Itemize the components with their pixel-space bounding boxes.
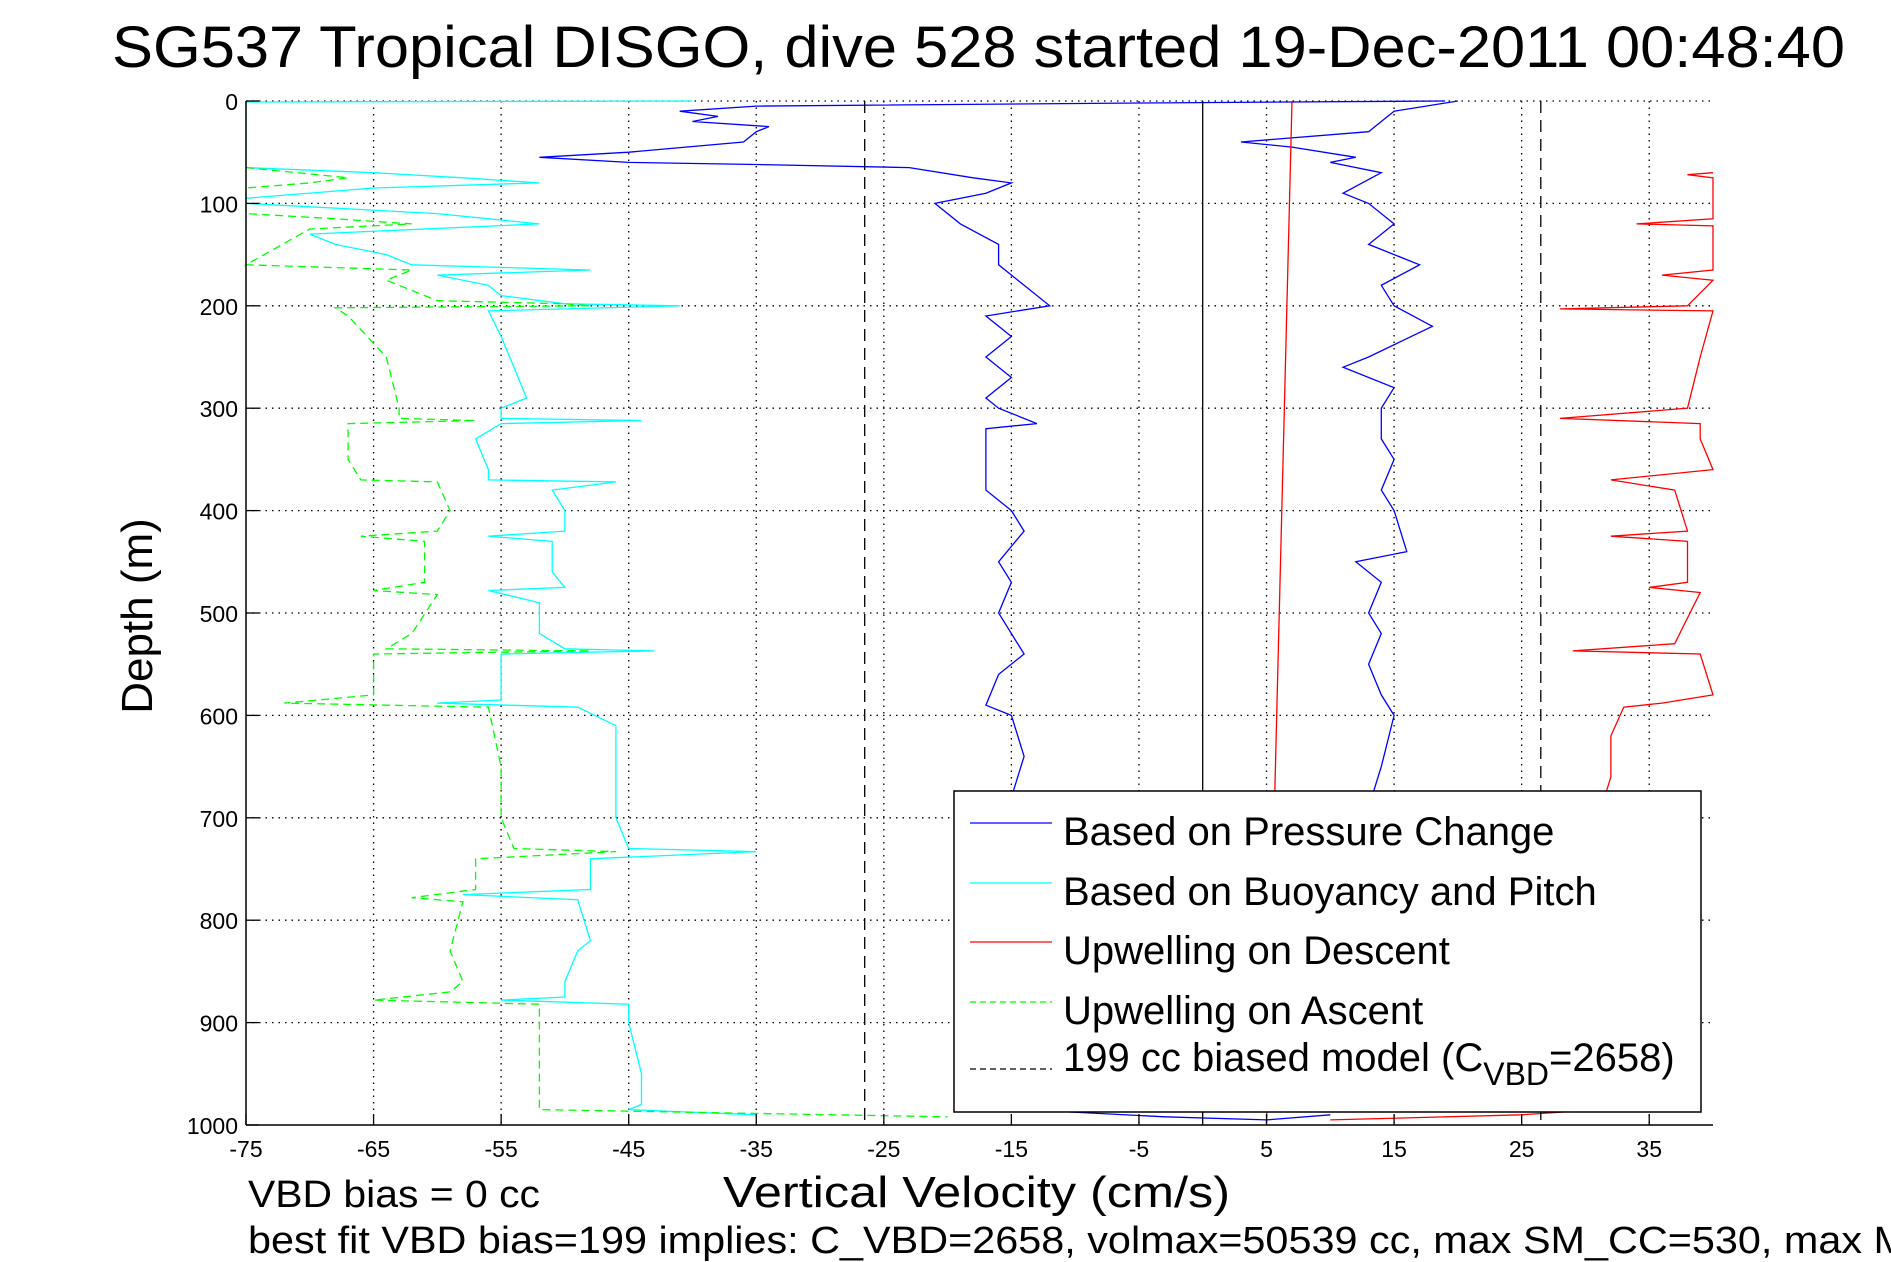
y-tick-label: 300 xyxy=(200,396,238,422)
legend-label-upwelling-ascent: Upwelling on Ascent xyxy=(1063,989,1423,1033)
axes: -75 -65 -55 -45 -35 -25 -15 -5 5 15 25 350100200300… xyxy=(187,89,1713,1162)
y-tick-label: 1000 xyxy=(187,1113,238,1139)
y-tick-label: 800 xyxy=(200,908,238,934)
x-tick-label: 35 xyxy=(1636,1136,1662,1162)
legend-label-pressure: Based on Pressure Change xyxy=(1063,810,1554,854)
y-tick-label: 200 xyxy=(200,294,238,320)
y-tick-label: 700 xyxy=(200,806,238,832)
x-tick-label: -45 xyxy=(612,1136,645,1162)
x-tick-label: -55 xyxy=(485,1136,518,1162)
x-tick-label: -75 xyxy=(229,1136,262,1162)
chart-title: SG537 Tropical DISGO, dive 528 started 1… xyxy=(112,15,1845,80)
series-based-on-pressure-change-ascent- xyxy=(1240,100,1459,880)
x-axis-label: Vertical Velocity (cm/s) xyxy=(723,1168,1230,1217)
y-tick-label: 900 xyxy=(200,1011,238,1037)
vbd-bias-annotation: VBD bias = 0 cc xyxy=(248,1174,540,1216)
x-tick-label: -15 xyxy=(995,1136,1028,1162)
x-tick-label: 5 xyxy=(1260,1136,1273,1162)
legend-box xyxy=(953,790,1702,1113)
y-tick-label: 0 xyxy=(225,89,238,115)
series-based-on-pressure-change-descent- xyxy=(539,100,1446,1121)
best-fit-annotation: best fit VBD bias=199 implies: C_VBD=265… xyxy=(248,1220,1891,1262)
y-tick-label: 100 xyxy=(200,191,238,217)
series-based-on-buoyancy-and-pitch xyxy=(245,100,757,1116)
y-tick-label: 500 xyxy=(200,601,238,627)
x-tick-label: -25 xyxy=(867,1136,900,1162)
x-tick-label: -65 xyxy=(357,1136,390,1162)
legend: Based on Pressure Change Based on Buoyan… xyxy=(953,790,1702,1113)
y-tick-label: 600 xyxy=(200,703,238,729)
legend-label-biased-model: 199 cc biased model (CVBD=2658) xyxy=(1063,1036,1675,1092)
x-tick-label: 25 xyxy=(1509,1136,1535,1162)
legend-label-buoyancy: Based on Buoyancy and Pitch xyxy=(1063,870,1597,914)
y-axis-label: Depth (m) xyxy=(113,518,162,714)
x-tick-label: 15 xyxy=(1381,1136,1407,1162)
y-tick-label: 400 xyxy=(200,499,238,525)
x-tick-label: -5 xyxy=(1129,1136,1149,1162)
x-tick-label: -35 xyxy=(740,1136,773,1162)
series-upwelling-on-descent xyxy=(1330,172,1715,1121)
legend-label-upwelling-descent: Upwelling on Descent xyxy=(1063,929,1450,973)
